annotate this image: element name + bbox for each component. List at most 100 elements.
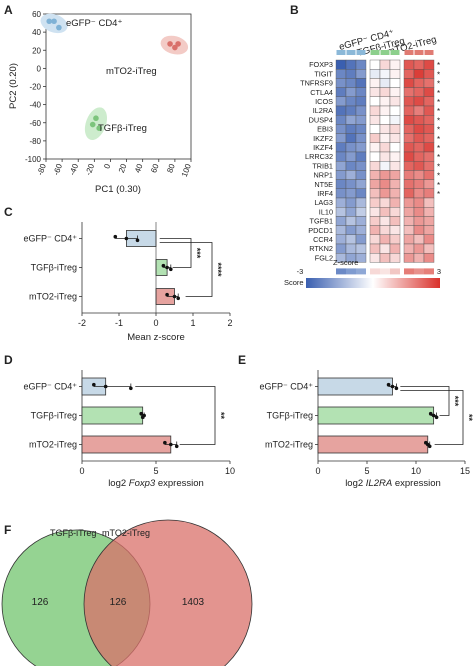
heatmap-cell [335,96,347,107]
heatmap-cell [423,188,435,199]
heatmap-cell [389,188,401,199]
pca-point [175,41,181,47]
heatmap-cell [413,206,425,217]
venn-set-label: mTO2-iTreg [102,528,150,538]
heatmap-gene-label: FGL2 [315,253,333,262]
heatmap-cell [379,142,391,153]
data-point [124,236,129,241]
heatmap-cell [403,160,415,171]
pca-y-tick-label: -40 [29,101,41,110]
heatmap-cell [369,78,381,88]
heatmap-cell [423,216,435,226]
heatmap-cell [413,170,425,180]
heatmap-group-bar [336,50,346,55]
heatmap-cell [335,87,347,97]
heatmap-cell [389,68,401,79]
heatmap-group-bar [404,50,414,55]
pca-x-tick-label: -20 [84,162,97,176]
heatmap-cell [379,133,391,144]
heatmap-cell [389,124,401,134]
heatmap-cell [335,206,347,217]
pca-point [172,44,178,51]
heatmap-cell [413,243,425,254]
pca-point [167,41,173,47]
heatmap-group-bar [424,50,434,55]
heatmap-cell [423,151,435,162]
bar-x-tick-label: 0 [153,318,158,328]
bar [317,406,435,425]
heatmap-cell [379,87,391,97]
heatmap-cell [379,216,391,226]
bar-category-label: mTO2-iTreg [265,440,313,450]
heatmap-gene-label: TRIB1 [312,161,333,170]
bar [317,435,429,454]
heatmap-cell [403,124,415,134]
heatmap-group-bar [390,50,400,55]
heatmap-cell [335,133,347,144]
heatmap-cell [403,68,415,79]
data-point [165,265,169,270]
heatmap-cell [355,160,367,171]
heatmap-cell [355,206,367,217]
heatmap-gene-label: EBI3 [317,125,333,134]
heatmap-zscore-swatch [424,268,434,275]
pca-point [56,24,62,31]
heatmap-cell [403,170,415,180]
heatmap-score-label: Score [284,278,304,287]
heatmap-cell [413,105,425,116]
data-point [427,444,432,449]
heatmap-cell [389,206,401,217]
heatmap-cell [355,124,367,134]
heatmap-zscore-swatch [380,268,390,275]
pca-point [93,115,99,122]
heatmap-cell [389,243,401,254]
pca-point [96,125,102,131]
heatmap-cell [423,160,435,171]
bar-x-tick-label: 10 [411,466,421,476]
heatmap-cell [369,68,381,79]
heatmap-cell [403,96,415,107]
heatmap-cell [413,216,425,226]
heatmap-significance-star: * [437,153,440,162]
heatmap-gene-label: CCR4 [313,235,333,244]
pca-point [51,18,57,25]
heatmap-cell [335,142,347,153]
heatmap-cell [345,133,357,144]
c-x-axis-label: Mean z-score [127,332,185,343]
pca-x-tick-label: 20 [117,162,129,174]
venn-count-overlap: 126 [110,597,127,608]
heatmap-significance-star: * [437,135,440,144]
heatmap-cell [423,105,435,116]
heatmap-zscore-swatch [404,268,414,275]
bar-category-label: mTO2-iTreg [29,292,77,302]
pca-group-ellipse [84,107,107,140]
bar-category-label: TGFβ-iTreg [31,411,77,421]
bar-x-tick-label: 2 [227,318,232,328]
pca-point [46,18,53,25]
heatmap-cell [355,133,367,144]
heatmap-group-bar [346,50,356,55]
heatmap-cell [355,225,367,236]
heatmap-significance-star: * [437,162,440,171]
heatmap-cell [345,234,357,245]
heatmap-cell [335,225,347,236]
heatmap-cell [355,68,367,79]
bar-x-tick-label: 10 [225,466,235,476]
heatmap-gene-label: PDCD1 [308,226,333,235]
data-point [140,415,145,420]
d-x-axis-label: log2 Foxp3 expression [108,478,204,489]
heatmap-cell [379,96,391,107]
heatmap-cell [369,179,381,190]
heatmap-cell [403,78,415,88]
heatmap-cell [423,59,435,70]
heatmap-scale-max: 3 [437,267,441,276]
heatmap-cell [413,252,425,263]
data-point [169,442,173,447]
heatmap-cell [389,96,401,107]
heatmap-cell [379,243,391,254]
significance-label: ** [216,412,226,420]
heatmap-cell [403,142,415,153]
heatmap-cell [369,96,381,107]
heatmap-cell [335,170,347,180]
pca-x-tick-label: -40 [68,162,81,176]
